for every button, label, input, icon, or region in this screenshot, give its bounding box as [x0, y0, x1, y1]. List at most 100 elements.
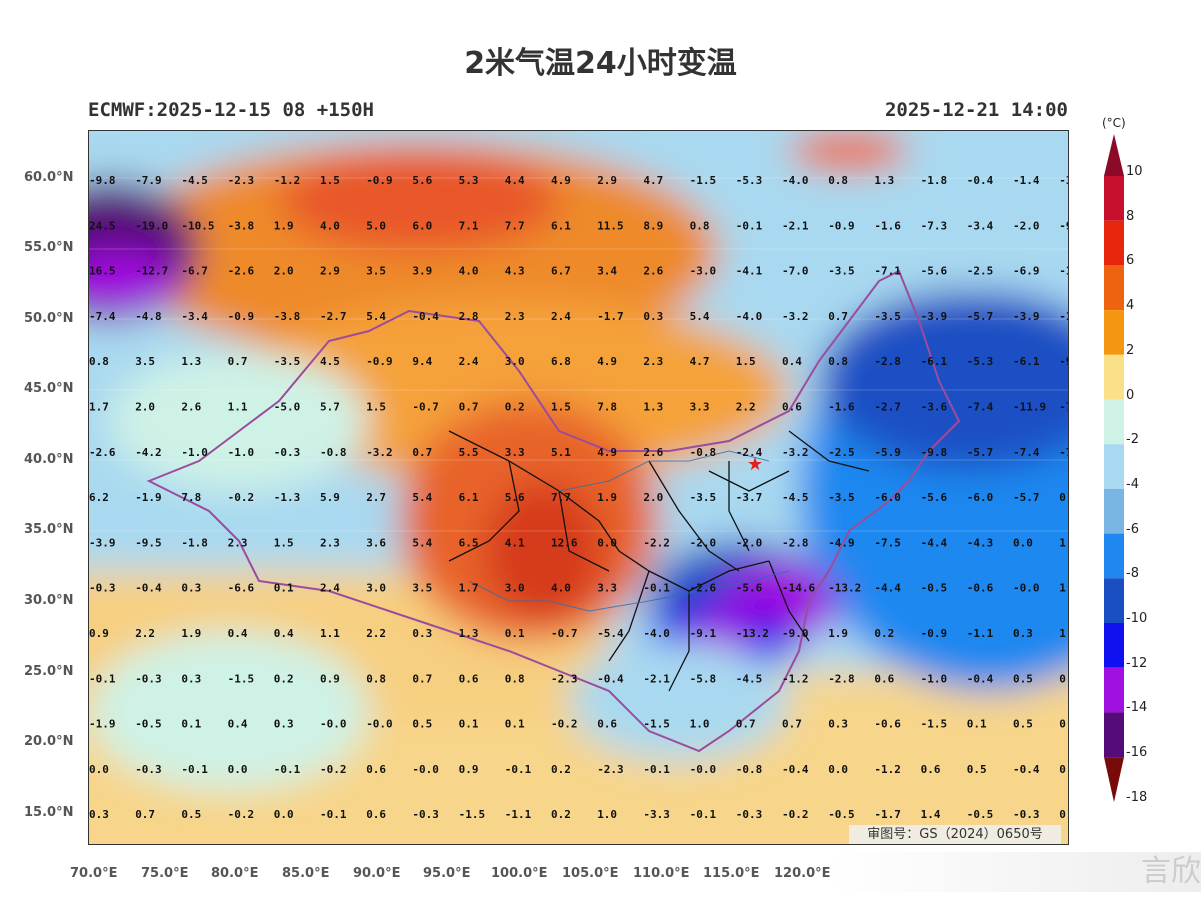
lat-label: 55.0°N	[24, 240, 74, 255]
grid-value: -0.4	[135, 582, 162, 595]
grid-value: -0.0	[320, 718, 347, 731]
grid-value: 0.4	[782, 355, 802, 368]
grid-value: 5.9	[320, 491, 340, 504]
grid-value: -9.8	[89, 174, 116, 187]
grid-value: 5.4	[690, 310, 710, 323]
grid-value: 2.4	[459, 355, 479, 368]
colorbar-segment	[1104, 265, 1124, 311]
grid-value: -2.0	[690, 536, 717, 549]
grid-value: 5.0	[366, 219, 386, 232]
grid-value: -9.0	[782, 627, 809, 640]
colorbar-segment	[1104, 310, 1124, 355]
temperature-change-map: ★ -9.8 -7.9 -4.5 -2.3 -1.2 1.5 -0.9 5.6 5.3 4.4 4.…	[88, 130, 1069, 845]
lat-label: 30.0°N	[24, 593, 74, 608]
grid-value: 1.0	[1059, 582, 1069, 595]
grid-value: 3.0	[505, 355, 525, 368]
grid-value: -0.9	[366, 174, 393, 187]
grid-value: 24.5	[89, 219, 116, 232]
grid-value: 0.7	[736, 718, 756, 731]
grid-value: 4.3	[505, 265, 525, 278]
lon-label: 80.0°E	[211, 866, 259, 881]
grid-value: 0.0	[1013, 536, 1033, 549]
lat-label: 20.0°N	[24, 734, 74, 749]
grid-value: 3.9	[412, 265, 432, 278]
grid-value: 0.9	[459, 763, 479, 776]
grid-value: 7.1	[459, 219, 479, 232]
grid-value: -0.1	[89, 672, 116, 685]
grid-value: -0.4	[412, 310, 439, 323]
grid-value: -1.9	[135, 491, 162, 504]
grid-value: -0.6	[967, 582, 994, 595]
grid-value: -0.2	[782, 808, 809, 821]
grid-value: -1.7	[597, 310, 624, 323]
grid-value: 2.7	[366, 491, 386, 504]
grid-value: -9.1	[1059, 219, 1069, 232]
grid-value: -0.1	[643, 582, 670, 595]
grid-value: -3.0	[690, 265, 717, 278]
grid-value: 0.1	[505, 718, 525, 731]
grid-value: 7.7	[551, 491, 571, 504]
grid-value: 0.9	[320, 672, 340, 685]
model-run-label: ECMWF:2025-12-15 08 +150H	[88, 99, 374, 121]
grid-value: -1.0	[181, 446, 208, 459]
grid-value: 0.3	[828, 718, 848, 731]
grid-value: -4.9	[828, 536, 855, 549]
grid-value: 1.9	[597, 491, 617, 504]
grid-value: -9.5	[135, 536, 162, 549]
grid-value: -0.1	[274, 763, 301, 776]
grid-value: -1.9	[89, 718, 116, 731]
grid-value: -6.1	[1013, 355, 1040, 368]
grid-value: -2.5	[828, 446, 855, 459]
colorbar-label: 6	[1126, 253, 1135, 269]
grid-value: 0.1	[459, 718, 479, 731]
lon-label: 120.0°E	[774, 866, 831, 881]
grid-value: 0.4	[274, 627, 294, 640]
grid-value: -0.7	[551, 627, 578, 640]
grid-value: 3.3	[505, 446, 525, 459]
grid-value: -0.3	[412, 808, 439, 821]
grid-value: -6.0	[967, 491, 994, 504]
grid-value: 0.8	[505, 672, 525, 685]
grid-value: 0.1	[967, 718, 987, 731]
grid-value: 3.5	[135, 355, 155, 368]
grid-value: 0.2	[874, 627, 894, 640]
colorbar-segment	[1104, 444, 1124, 489]
lat-label: 50.0°N	[24, 311, 74, 326]
grid-value: -4.5	[181, 174, 208, 187]
grid-value: 0.7	[459, 401, 479, 414]
grid-value: -2.7	[320, 310, 347, 323]
province-borders	[448, 430, 870, 692]
grid-value: 2.0	[135, 401, 155, 414]
grid-value: -0.0	[366, 718, 393, 731]
grid-value: 2.3	[643, 355, 663, 368]
grid-value: -5.3	[967, 355, 994, 368]
grid-value: -2.3	[597, 763, 624, 776]
grid-value: 16.5	[89, 265, 116, 278]
grid-value: -0.0	[690, 763, 717, 776]
grid-value: -0.2	[228, 808, 255, 821]
grid-value: 6.5	[459, 536, 479, 549]
colorbar-label: -14	[1126, 700, 1148, 716]
grid-value: 0.3	[181, 582, 201, 595]
grid-value: 5.6	[505, 491, 525, 504]
colorbar-top-arrow	[1104, 134, 1124, 176]
grid-value: 6.7	[551, 265, 571, 278]
grid-value: 4.0	[551, 582, 571, 595]
grid-value: -3.6	[921, 401, 948, 414]
grid-value: -3.4	[1059, 174, 1069, 187]
colorbar-label: 4	[1126, 298, 1135, 314]
grid-value: -11.9	[1013, 401, 1046, 414]
grid-value: -2.4	[736, 446, 763, 459]
grid-value: 1.5	[320, 174, 340, 187]
grid-value: -6.1	[921, 355, 948, 368]
grid-value: -1.5	[643, 718, 670, 731]
grid-value: 1.1	[1059, 536, 1069, 549]
grid-value: 0.2	[551, 763, 571, 776]
grid-value: -0.8	[690, 446, 717, 459]
grid-value: 0.0	[89, 763, 109, 776]
grid-value: 0.7	[828, 310, 848, 323]
lat-label: 35.0°N	[24, 522, 74, 537]
colorbar-segment	[1104, 623, 1124, 668]
grid-value: -0.4	[1013, 763, 1040, 776]
grid-value: 1.5	[551, 401, 571, 414]
